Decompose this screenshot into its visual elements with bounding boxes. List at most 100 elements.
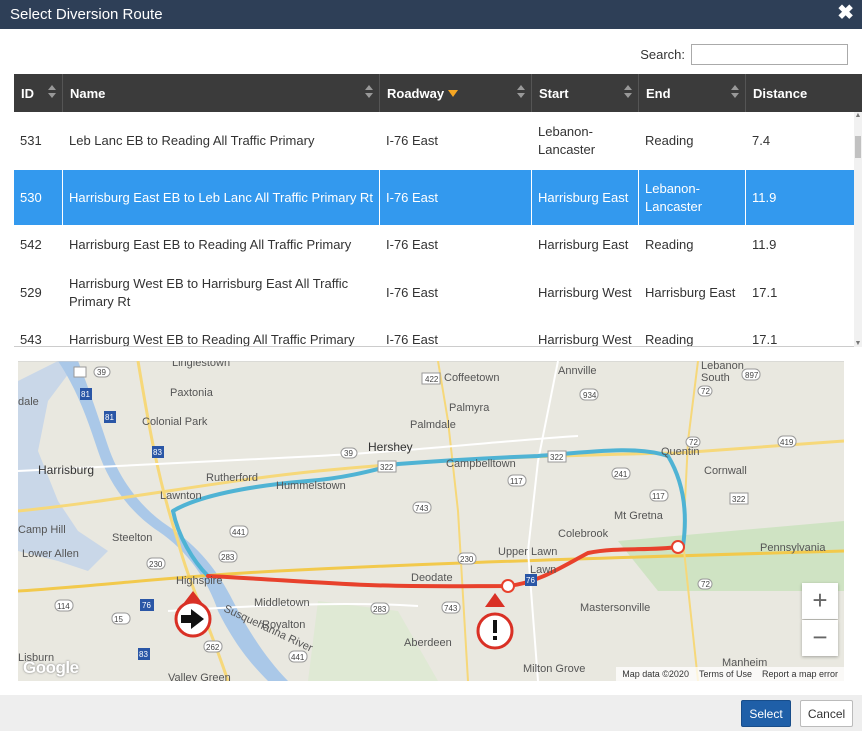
cancel-button[interactable]: Cancel bbox=[800, 700, 853, 727]
column-header-distance[interactable]: Distance bbox=[753, 86, 808, 101]
scroll-down-icon[interactable]: ▼ bbox=[854, 340, 862, 347]
dialog-titlebar: Select Diversion Route ✖ bbox=[0, 0, 862, 29]
zoom-in-button[interactable]: + bbox=[802, 583, 838, 619]
cell-start: Harrisburg West bbox=[538, 285, 632, 300]
cell-distance: 11.9 bbox=[752, 189, 777, 205]
svg-text:Colonial Park: Colonial Park bbox=[142, 416, 208, 428]
incident-marker-icon bbox=[476, 593, 514, 650]
svg-text:419: 419 bbox=[780, 438, 794, 447]
scroll-up-icon[interactable]: ▲ bbox=[854, 112, 862, 119]
svg-text:Hummelstown: Hummelstown bbox=[276, 480, 346, 492]
scrollbar-thumb[interactable] bbox=[855, 136, 861, 158]
column-header-name[interactable]: Name bbox=[63, 74, 380, 112]
svg-text:Middletown: Middletown bbox=[254, 597, 310, 609]
svg-text:Rutherford: Rutherford bbox=[206, 472, 258, 484]
table-scrollbar[interactable]: ▲ ▼ bbox=[854, 112, 862, 347]
svg-text:Lisburn: Lisburn bbox=[18, 652, 54, 664]
cell-start: Harrisburg West bbox=[538, 332, 632, 347]
column-header-end[interactable]: End bbox=[639, 74, 746, 112]
google-logo: Google bbox=[23, 658, 79, 677]
cell-name: Harrisburg West EB to Harrisburg East Al… bbox=[69, 276, 349, 309]
cell-id: 543 bbox=[20, 332, 42, 347]
close-icon[interactable]: ✖ bbox=[837, 2, 854, 24]
select-button[interactable]: Select bbox=[741, 700, 791, 727]
cell-end: Lebanon-Lancaster bbox=[639, 170, 746, 225]
svg-text:Campbelltown: Campbelltown bbox=[446, 458, 516, 470]
svg-text:South: South bbox=[701, 372, 730, 384]
sort-icon bbox=[48, 85, 56, 99]
svg-text:dale: dale bbox=[18, 396, 39, 408]
table-row[interactable]: 542 Harrisburg East EB to Reading All Tr… bbox=[14, 225, 854, 265]
sort-icon bbox=[624, 85, 632, 99]
svg-text:743: 743 bbox=[415, 504, 429, 513]
svg-text:230: 230 bbox=[149, 560, 163, 569]
svg-text:39: 39 bbox=[344, 449, 353, 458]
column-header-start[interactable]: Start bbox=[532, 74, 639, 112]
terms-of-use-link[interactable]: Terms of Use bbox=[698, 669, 752, 679]
report-map-error-link[interactable]: Report a map error bbox=[761, 669, 838, 679]
sort-icon bbox=[365, 85, 373, 99]
svg-text:Mastersonville: Mastersonville bbox=[580, 602, 650, 614]
cell-end: Harrisburg East bbox=[645, 285, 736, 300]
svg-text:322: 322 bbox=[380, 463, 394, 472]
svg-text:934: 934 bbox=[583, 391, 597, 400]
svg-text:Upper Lawn: Upper Lawn bbox=[498, 546, 557, 558]
svg-text:72: 72 bbox=[701, 387, 710, 396]
column-header-roadway[interactable]: Roadway bbox=[380, 74, 532, 112]
cell-roadway: I-76 East bbox=[386, 133, 439, 148]
svg-text:Mt Gretna: Mt Gretna bbox=[614, 510, 664, 522]
svg-text:Quentin: Quentin bbox=[661, 446, 700, 458]
svg-text:Annville: Annville bbox=[558, 365, 597, 377]
svg-text:Milton Grove: Milton Grove bbox=[523, 663, 585, 675]
svg-text:Palmdale: Palmdale bbox=[410, 419, 456, 431]
svg-text:230: 230 bbox=[460, 555, 474, 564]
svg-text:Royalton: Royalton bbox=[262, 619, 305, 631]
svg-text:322: 322 bbox=[732, 495, 746, 504]
svg-text:283: 283 bbox=[373, 605, 387, 614]
table-row-selected[interactable]: 530 Harrisburg East EB to Leb Lanc All T… bbox=[14, 170, 854, 225]
svg-text:81: 81 bbox=[81, 390, 90, 399]
cell-name: Harrisburg East EB to Leb Lanc All Traff… bbox=[63, 170, 380, 225]
svg-text:422: 422 bbox=[425, 375, 439, 384]
cell-name: Harrisburg West EB to Reading All Traffi… bbox=[69, 332, 355, 347]
search-input[interactable] bbox=[691, 43, 848, 65]
dialog-title: Select Diversion Route bbox=[10, 6, 163, 23]
cell-id: 530 bbox=[14, 170, 63, 225]
svg-text:Hershey: Hershey bbox=[368, 440, 413, 454]
svg-text:83: 83 bbox=[153, 448, 162, 457]
svg-text:81: 81 bbox=[105, 413, 114, 422]
cell-start: Harrisburg East bbox=[538, 237, 629, 252]
zoom-out-button[interactable]: − bbox=[802, 620, 838, 656]
table-row[interactable]: 531 Leb Lanc EB to Reading All Traffic P… bbox=[14, 112, 854, 170]
map-canvas: 39 422 934 897 72 419 72 241 117 322 322… bbox=[18, 361, 844, 681]
start-marker-icon bbox=[174, 591, 212, 638]
route-map[interactable]: 39 422 934 897 72 419 72 241 117 322 322… bbox=[18, 361, 844, 681]
svg-text:Highspire: Highspire bbox=[176, 575, 222, 587]
cell-name: Leb Lanc EB to Reading All Traffic Prima… bbox=[69, 133, 315, 148]
map-attribution: Map data ©2020 Terms of Use Report a map… bbox=[616, 667, 844, 681]
cell-roadway: I-76 East bbox=[386, 237, 439, 252]
search-label: Search: bbox=[640, 46, 685, 62]
cell-end: Reading bbox=[645, 133, 694, 148]
cell-start: Lebanon-Lancaster bbox=[538, 124, 596, 157]
svg-text:Camp Hill: Camp Hill bbox=[18, 524, 66, 536]
svg-text:Deodate: Deodate bbox=[411, 572, 453, 584]
table-row[interactable]: 543 Harrisburg West EB to Reading All Tr… bbox=[14, 321, 854, 347]
table-row[interactable]: 529 Harrisburg West EB to Harrisburg Eas… bbox=[14, 265, 854, 321]
dialog-footer: Select Cancel bbox=[0, 695, 862, 731]
svg-text:283: 283 bbox=[221, 553, 235, 562]
sort-icon bbox=[731, 85, 739, 99]
svg-text:117: 117 bbox=[510, 477, 523, 486]
column-header-id[interactable]: ID bbox=[14, 74, 63, 112]
cell-name: Harrisburg East EB to Reading All Traffi… bbox=[69, 237, 352, 252]
cell-end: Reading bbox=[645, 237, 694, 252]
filter-icon[interactable] bbox=[448, 90, 459, 97]
cell-distance: 7.4 bbox=[752, 133, 771, 148]
svg-text:Coffeetown: Coffeetown bbox=[444, 372, 499, 384]
cell-id: 542 bbox=[20, 237, 42, 252]
cell-distance: 11.9 bbox=[752, 237, 777, 252]
svg-text:114: 114 bbox=[57, 602, 70, 611]
search-row: Search: bbox=[640, 43, 848, 65]
svg-text:Lower Allen: Lower Allen bbox=[22, 548, 79, 560]
svg-text:241: 241 bbox=[614, 470, 628, 479]
